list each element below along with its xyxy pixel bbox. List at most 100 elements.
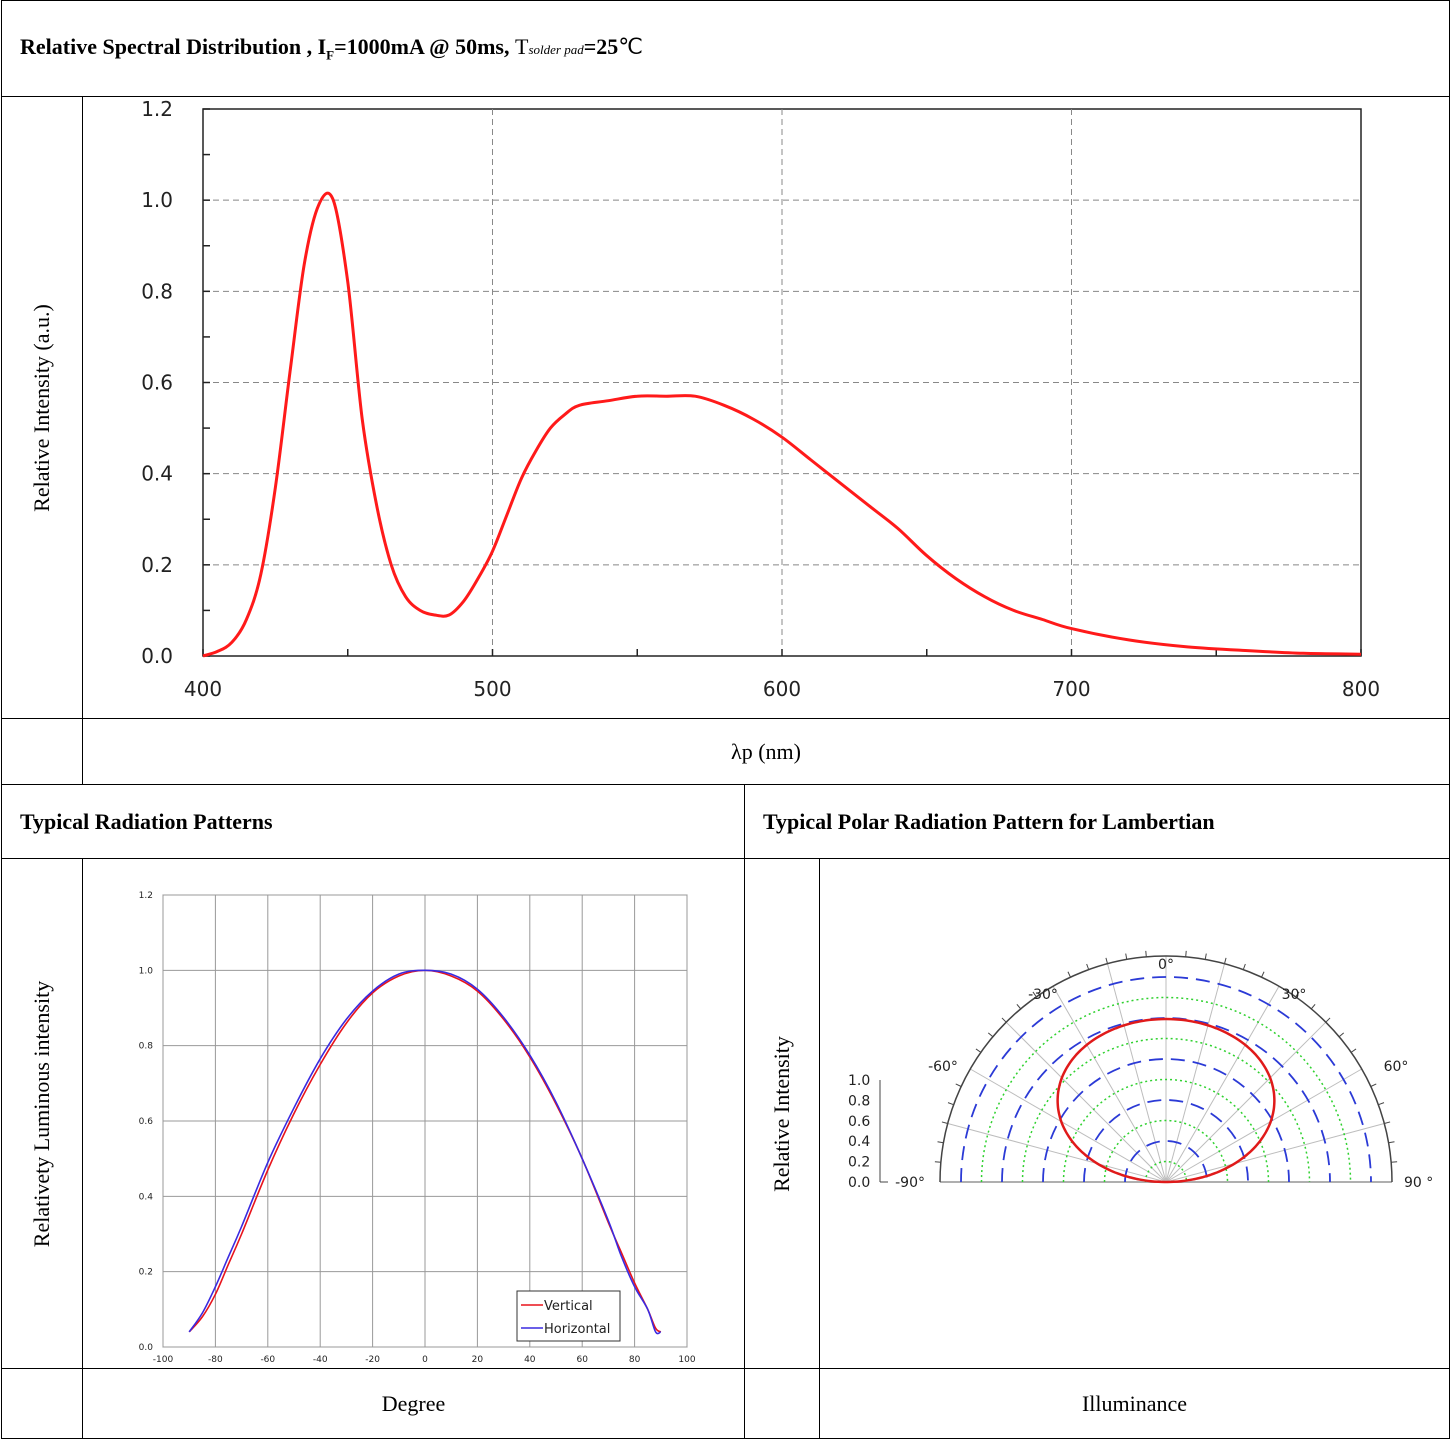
- polar-spoke: [947, 1123, 1167, 1183]
- y-tick-label: 1.2: [139, 891, 153, 901]
- polar-arc-tick: [1204, 953, 1207, 960]
- polar-arc-tick: [941, 1121, 948, 1124]
- x-tick-label: 40: [524, 1355, 536, 1363]
- angle-label: 60°: [1384, 1059, 1409, 1075]
- y-tick-label: 0.0: [141, 644, 173, 668]
- spectral-ylabel-cell: Relative Intensity (a.u.): [1, 96, 83, 719]
- polar-arc-tick: [1325, 1017, 1331, 1023]
- polar-arc-tick: [1378, 1102, 1385, 1106]
- polar-ring-dotted: [980, 996, 1352, 1183]
- polar-ring-dotted: [1144, 1160, 1188, 1183]
- y-tick-label: 1.0: [139, 966, 154, 976]
- polar-spoke: [1052, 986, 1167, 1183]
- x-tick-label: 400: [184, 677, 222, 701]
- legend-label: Horizontal: [544, 1322, 610, 1337]
- x-tick-label: 800: [1342, 677, 1380, 701]
- y-tick-label: 0.6: [139, 1117, 154, 1127]
- angle-label: -90°: [895, 1175, 925, 1191]
- polar-chart-cell: 0.0 0.2 0.4 0.6 0.8 1.0 -90° -60° -30° 0° 30° 60° 90…: [818, 858, 1451, 1369]
- y-tick-label: 1.2: [141, 97, 173, 121]
- polar-arc-tick: [1388, 1141, 1395, 1144]
- y-tick-label: 0.0: [139, 1343, 154, 1353]
- y-tick-label: 0.6: [141, 371, 173, 395]
- polar-chart: 0.0 0.2 0.4 0.6 0.8 1.0 -90° -60° -30° 0° 30° 60° 90…: [848, 950, 1433, 1191]
- polar-arc-tick: [975, 1048, 982, 1053]
- polar-arc-tick: [1295, 991, 1300, 998]
- polar-spoke: [1165, 986, 1280, 1183]
- polar-ring-dashed: [1124, 1140, 1208, 1183]
- angle-label: 0°: [1158, 957, 1174, 973]
- x-tick-label: 20: [472, 1355, 484, 1363]
- polar-arc-tick: [1261, 971, 1265, 978]
- polar-arc-tick: [947, 1102, 954, 1106]
- x-tick-label: -20: [365, 1355, 380, 1363]
- polar-arc-tick: [1224, 957, 1227, 964]
- spectral-title-sub: F: [326, 47, 335, 63]
- radiation-chart: -100 -80 -60 -40 -20 0 20 40 60 80 100 0.0 0.2 0.4 0.6…: [139, 891, 696, 1365]
- y-tick-label: 0.2: [141, 553, 173, 577]
- polar-spoke: [1165, 1123, 1385, 1183]
- spectral-title-t: T: [515, 33, 529, 59]
- spectral-title-mid: =1000mA @ 50ms,: [334, 33, 510, 59]
- y-tick-label: 0.4: [141, 462, 173, 486]
- x-tick-label: 500: [473, 677, 511, 701]
- polar-arc-tick: [1067, 971, 1071, 978]
- x-tick-label: -40: [313, 1355, 328, 1363]
- polar-arc-tick: [1125, 953, 1128, 960]
- r-tick-label: 0.4: [848, 1134, 870, 1150]
- angle-label: -60°: [928, 1059, 958, 1075]
- polar-spoke: [1005, 1021, 1167, 1183]
- polar-arc-tick: [1350, 1048, 1357, 1053]
- x-tick-label: 100: [678, 1355, 695, 1363]
- polar-spoke: [970, 1068, 1167, 1183]
- r-tick-label: 0.6: [848, 1114, 870, 1130]
- polar-arc-tick: [987, 1032, 994, 1038]
- polar-arc-tick: [1105, 957, 1108, 964]
- radiation-title: Typical Radiation Patterns: [1, 784, 745, 859]
- polar-xlabel: Illuminance: [818, 1368, 1451, 1439]
- polar-arc-tick: [1086, 963, 1090, 970]
- x-tick-label: -60: [260, 1355, 275, 1363]
- polar-arc-tick: [937, 1141, 944, 1144]
- x-tick-label: 600: [763, 677, 801, 701]
- radiation-ylabel-cell: Relativety Luminous intensity: [1, 858, 83, 1369]
- legend-box: [516, 1290, 621, 1342]
- x-tick-label: 0: [422, 1355, 428, 1363]
- polar-ring-dotted: [1103, 1119, 1229, 1183]
- y-tick-label: 0.8: [139, 1042, 154, 1052]
- r-tick-label: 0.0: [848, 1175, 870, 1191]
- polar-arc-tick: [1016, 1003, 1022, 1010]
- y-tick-label: 0.4: [139, 1192, 154, 1202]
- polar-arc-tick: [1185, 950, 1187, 957]
- polar-ring-dashed: [1001, 1017, 1331, 1183]
- y-tick-label: 0.2: [139, 1268, 153, 1278]
- polar-ylabel-cell: Relative Intensity: [744, 858, 820, 1369]
- polar-arc-tick: [934, 1161, 941, 1163]
- spectrum-line: [202, 191, 1362, 658]
- angle-label: 90 °: [1404, 1175, 1433, 1191]
- x-tick-label: 60: [576, 1355, 588, 1363]
- polar-arc-tick: [1338, 1032, 1345, 1038]
- r-tick-label: 0.8: [848, 1093, 870, 1109]
- polar-ring-dotted: [1062, 1078, 1270, 1183]
- polar-arc-tick: [1001, 1017, 1007, 1023]
- legend-label: Vertical: [544, 1299, 593, 1314]
- polar-arc-tick: [1310, 1003, 1316, 1010]
- radiation-chart-cell: -100 -80 -60 -40 -20 0 20 40 60 80 100 0.0 0.2 0.4 0.6…: [82, 858, 745, 1369]
- spectral-title-tsub: solder pad: [528, 41, 584, 57]
- spectral-xlabel: λp (nm): [81, 718, 1451, 785]
- r-tick-label: 0.2: [848, 1155, 870, 1171]
- polar-arc-tick: [955, 1083, 962, 1087]
- spectral-chart: 0.0 0.2 0.4 0.6 0.8 1.0 1.2 400 500 600 700 800: [141, 97, 1380, 701]
- polar-spoke: [1165, 1068, 1362, 1183]
- y-tick-label: 1.0: [141, 188, 173, 212]
- empty-cell: [1, 1368, 83, 1439]
- empty-cell: [1, 718, 83, 785]
- polar-arc-tick: [1032, 991, 1037, 998]
- polar-outer-arc: [939, 955, 1393, 1183]
- x-tick-label: -100: [153, 1355, 174, 1363]
- spectral-ylabel: Relative Intensity (a.u.): [29, 303, 54, 512]
- x-tick-label: 700: [1052, 677, 1090, 701]
- y-tick-label: 0.8: [141, 279, 173, 303]
- polar-arc-tick: [1384, 1121, 1391, 1124]
